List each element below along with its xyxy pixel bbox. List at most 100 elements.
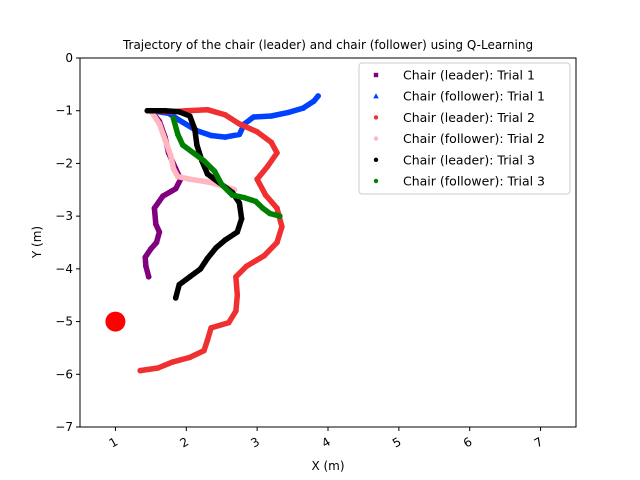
data-point — [156, 121, 163, 127]
data-point — [238, 216, 245, 222]
data-point — [211, 168, 218, 175]
data-point — [167, 152, 174, 159]
data-point — [145, 274, 152, 280]
legend-marker — [373, 72, 379, 78]
data-point — [187, 113, 193, 119]
legend-box — [358, 62, 571, 195]
data-point — [236, 121, 243, 127]
data-point — [204, 171, 211, 177]
data-point — [204, 337, 211, 343]
data-point — [311, 98, 317, 104]
y-axis: 0 −1 −2 −3 −4 −5 −6 −7 — [55, 51, 80, 434]
data-point — [175, 173, 181, 180]
data-point — [274, 150, 280, 156]
data-point — [162, 136, 168, 143]
legend: Chair (leader): Trial 1 Chair (follower):… — [358, 62, 571, 195]
y-tick-label: −3 — [55, 209, 73, 223]
target-marker — [105, 311, 126, 332]
data-point — [261, 252, 268, 259]
x-tick-label: 7 — [532, 435, 546, 451]
legend-entry: Chair (follower): Trial 1 — [373, 89, 545, 104]
data-point — [172, 185, 179, 192]
data-point — [268, 113, 275, 119]
x-axis-label: X (m) — [311, 459, 344, 473]
data-point — [155, 365, 161, 371]
data-point — [218, 181, 225, 188]
target-layer — [105, 311, 126, 332]
x-tick-label: 4 — [319, 435, 333, 451]
data-point — [213, 245, 219, 251]
legend-marker — [373, 93, 379, 99]
data-point — [250, 114, 257, 120]
data-point — [262, 192, 269, 198]
data-point — [252, 198, 259, 205]
legend-marker — [373, 178, 379, 184]
data-point — [156, 229, 163, 235]
data-point — [267, 210, 273, 217]
series-layer — [137, 93, 321, 374]
data-point — [201, 347, 207, 354]
x-axis: 1 2 3 4 5 6 7 — [107, 427, 546, 451]
y-tick-label: −2 — [55, 156, 73, 170]
y-axis-label: Y (m) — [30, 226, 44, 259]
x-tick-label: 1 — [107, 435, 121, 451]
data-point — [162, 107, 168, 114]
data-point — [208, 132, 214, 139]
data-point — [265, 163, 271, 169]
legend-entry: Chair (leader): Trial 2 — [373, 110, 535, 125]
data-point — [300, 105, 307, 111]
x-tick-label: 2 — [177, 435, 191, 451]
data-point — [254, 176, 260, 182]
data-point — [151, 205, 158, 211]
data-point — [137, 367, 143, 374]
data-point — [170, 165, 177, 172]
legend-label: Chair (follower): Trial 2 — [403, 131, 545, 146]
data-point — [222, 237, 229, 243]
x-tick-label: 5 — [390, 435, 404, 451]
data-point — [229, 192, 236, 198]
data-point — [192, 126, 198, 132]
data-point — [277, 213, 283, 219]
y-tick-label: −1 — [55, 104, 73, 118]
data-point — [204, 255, 211, 262]
series-6 — [170, 115, 283, 219]
data-point — [222, 112, 229, 118]
data-point — [143, 263, 149, 270]
data-point — [153, 221, 159, 227]
data-point — [153, 239, 160, 246]
chart-title: Trajectory of the chair (leader) and cha… — [122, 38, 533, 52]
data-point — [190, 150, 197, 156]
data-point — [201, 158, 207, 164]
y-tick-label: 0 — [65, 51, 73, 65]
y-tick-label: −6 — [55, 367, 73, 381]
data-point — [176, 281, 182, 288]
data-point — [179, 142, 186, 148]
series-line-3 — [137, 106, 285, 374]
data-point — [170, 115, 177, 122]
data-point — [204, 106, 211, 113]
data-point — [148, 246, 154, 252]
legend-entry: Chair (leader): Trial 3 — [373, 152, 535, 167]
data-point — [197, 266, 204, 272]
legend-entry: Chair (leader): Trial 1 — [373, 68, 535, 83]
data-point — [208, 325, 214, 331]
data-point — [176, 109, 182, 115]
data-point — [315, 93, 321, 99]
legend-marker — [373, 136, 379, 141]
data-point — [160, 193, 166, 199]
data-point — [169, 359, 175, 366]
data-point — [142, 254, 148, 261]
data-point — [233, 308, 239, 314]
data-point — [234, 292, 241, 299]
data-point — [274, 205, 280, 211]
data-point — [187, 354, 193, 361]
legend-marker — [373, 157, 379, 162]
x-tick-label: 3 — [248, 435, 262, 451]
data-point — [179, 119, 186, 126]
data-point — [187, 176, 193, 182]
data-point — [234, 229, 241, 235]
data-point — [144, 107, 151, 114]
data-point — [243, 263, 250, 270]
data-point — [187, 274, 193, 280]
